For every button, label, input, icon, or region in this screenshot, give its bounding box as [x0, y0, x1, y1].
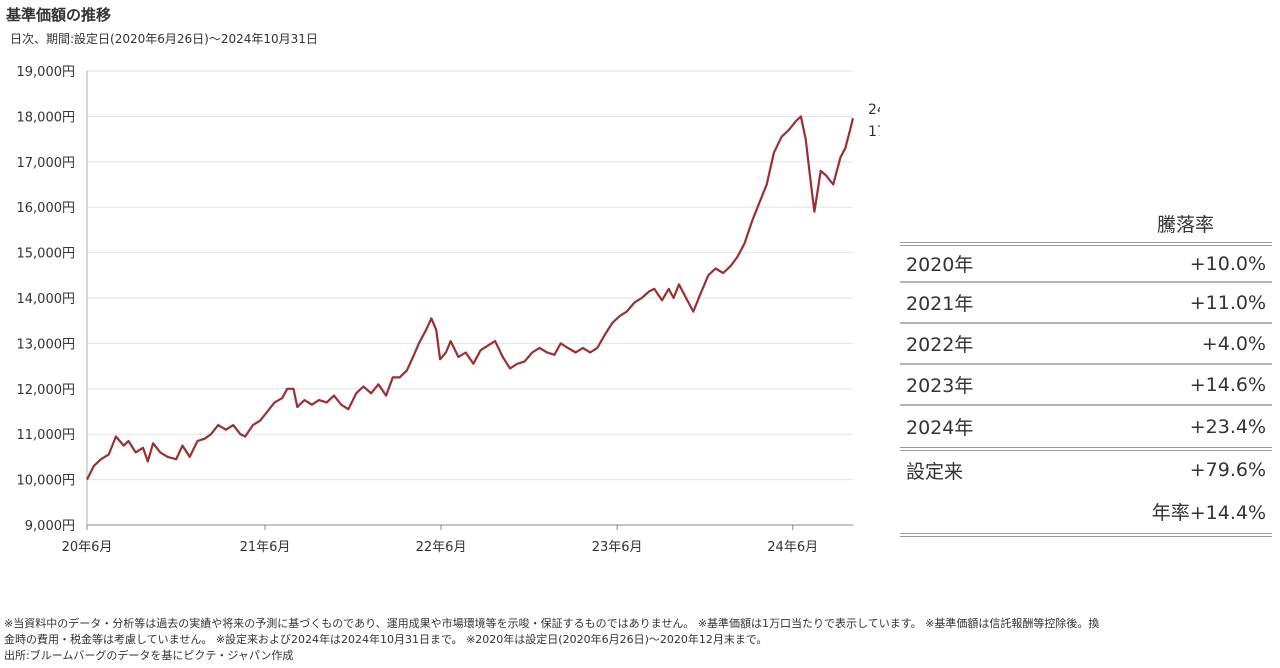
return-rate-table: 騰落率 2020年 +10.0% 2021年 +11.0% 2022年 +4.0… — [900, 208, 1272, 537]
footnote-source: 出所:ブルームバーグのデータを基にピクテ・ジャパン作成 — [4, 649, 294, 662]
y-tick-label: 12,000円 — [17, 383, 76, 398]
y-tick-label: 15,000円 — [17, 247, 76, 262]
rate-row-since-inception: 設定来 +79.6% — [900, 447, 1272, 489]
rate-row-value: +4.0% — [1201, 332, 1266, 355]
y-tick-label: 14,000円 — [17, 292, 76, 307]
rate-row-value: +14.6% — [1189, 373, 1266, 396]
y-tick-label: 16,000円 — [17, 201, 76, 216]
page-title: 基準価額の推移 — [6, 6, 112, 24]
x-tick-label: 22年6月 — [416, 540, 467, 555]
rate-row-value: +79.6% — [1189, 459, 1266, 481]
series-line — [86, 115, 855, 481]
rate-row-label: 2022年 — [906, 334, 974, 356]
x-axis-ticks: 20年6月 21年6月 22年6月 23年6月 24年6月 — [62, 525, 818, 555]
rate-row-2021: 2021年 +11.0% — [900, 283, 1272, 324]
grid-lines — [87, 70, 853, 481]
annotation-date: 24年10月31日 — [868, 102, 880, 118]
y-tick-label: 9,000円 — [25, 519, 75, 534]
rate-row-annualized: 年率+14.4% — [900, 489, 1272, 537]
y-tick-label: 10,000円 — [17, 474, 76, 489]
rate-row-value: +23.4% — [1189, 415, 1266, 438]
y-tick-label: 11,000円 — [17, 428, 76, 443]
rate-table-header: 騰落率 — [1156, 214, 1214, 236]
rate-row-label: 設定来 — [906, 460, 964, 483]
x-tick-label: 21年6月 — [240, 540, 291, 555]
rate-row-2024: 2024年 +23.4% — [900, 406, 1272, 447]
rate-row-2023: 2023年 +14.6% — [900, 365, 1272, 406]
y-tick-label: 18,000円 — [17, 110, 76, 125]
y-tick-label: 13,000円 — [17, 337, 76, 352]
footnotes: ※当資料中のデータ・分析等は過去の実績や将来の予測に基づくものであり、運用成果や… — [4, 616, 1276, 664]
footnote-line: ※当資料中のデータ・分析等は過去の実績や将来の予測に基づくものであり、運用成果や… — [4, 617, 1100, 630]
footnote-line: 金時の費用・税金等は考慮していません。 ※設定来および2024年は2024年10… — [4, 633, 768, 646]
rate-row-label: 2020年 — [906, 254, 974, 276]
rate-row-label: 2021年 — [906, 293, 974, 315]
y-tick-label: 19,000円 — [17, 65, 76, 80]
series-group — [86, 115, 855, 481]
page-subtitle: 日次、期間:設定日(2020年6月26日)～2024年10月31日 — [10, 32, 318, 46]
x-tick-label: 23年6月 — [592, 540, 643, 555]
y-tick-label: 17,000円 — [17, 156, 76, 171]
rate-row-value: +11.0% — [1189, 291, 1266, 314]
rate-row-label: 2024年 — [906, 417, 974, 439]
line-chart: 9,000円 10,000円 11,000円 12,000円 13,000円 14,000… — [17, 65, 881, 555]
y-axis-ticks: 9,000円 10,000円 11,000円 12,000円 13,000円 14,000… — [17, 65, 76, 534]
annualized-rate: 年率+14.4% — [1151, 501, 1266, 524]
rate-row-2022: 2022年 +4.0% — [900, 324, 1272, 365]
x-tick-label: 20年6月 — [62, 540, 113, 555]
annotation-value: 17,960円 — [868, 124, 880, 140]
rate-row-value: +10.0% — [1189, 252, 1266, 275]
rate-row-2020: 2020年 +10.0% — [900, 242, 1272, 283]
x-tick-label: 24年6月 — [767, 540, 818, 555]
rate-row-label: 2023年 — [906, 375, 974, 397]
